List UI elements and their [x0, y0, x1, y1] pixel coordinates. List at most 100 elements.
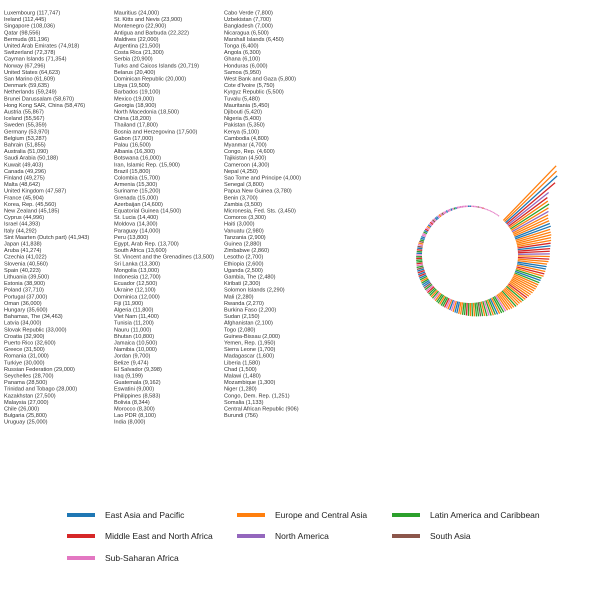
bar-austria	[515, 228, 551, 241]
bar-viet-nam	[418, 271, 426, 276]
bar-north-macedonia	[458, 302, 462, 314]
bar-label: Lithuania (39,500)	[4, 275, 49, 281]
bar-belize	[416, 260, 423, 263]
bar-united-arab-emirates	[508, 197, 548, 227]
bar-palau	[449, 299, 454, 311]
bar-estonia	[510, 279, 533, 294]
bar-label: Kiribati (2,300)	[224, 281, 261, 287]
bar-jamaica	[416, 265, 424, 269]
bar-haiti	[453, 207, 456, 210]
bar-label: Bosnia and Herzegovina (17,500)	[114, 129, 197, 135]
bar-label: New Zealand (45,185)	[4, 209, 59, 215]
bar-label: Denmark (59,635)	[4, 83, 49, 89]
bar-label: Benin (3,700)	[224, 195, 258, 201]
bar-tajikistan	[438, 214, 442, 218]
bar-label: Mozambique (1,300)	[224, 380, 275, 386]
bar-bermuda	[507, 192, 550, 226]
bar-myanmar	[435, 216, 439, 220]
bar-vanuatu	[455, 206, 457, 210]
bar-label: Panama (28,500)	[4, 380, 47, 386]
bar-label: Iceland (55,567)	[4, 116, 45, 122]
bar-label: Serbia (20,900)	[114, 57, 153, 63]
bar-label: United Kingdom (47,587)	[4, 189, 66, 195]
bar-label: Liberia (1,580)	[224, 360, 260, 366]
bar-label: Ethiopia (2,600)	[224, 261, 264, 267]
bar-label: Bahrain (51,855)	[4, 143, 46, 149]
bar-finland	[517, 255, 550, 258]
bar-label: Guinea-Bissau (2,000)	[224, 334, 280, 340]
bar-equatorial-guinea	[433, 291, 441, 300]
bar-label: Burundi (756)	[224, 413, 258, 419]
bar-tunisia	[417, 269, 425, 274]
bar-label: Namibia (10,000)	[114, 347, 157, 353]
bar-label: Guatemala (9,162)	[114, 380, 161, 386]
bar-label: Lao PDR (8,100)	[114, 413, 156, 419]
bar-label: Maldives (22,000)	[114, 37, 159, 43]
bar-label: Estonia (38,900)	[4, 281, 45, 287]
bar-label: Bhutan (10,800)	[114, 334, 154, 340]
bar-label: Bulgaria (25,800)	[4, 413, 47, 419]
bar-france	[517, 259, 548, 265]
bar-label: Luxembourg (117,747)	[4, 11, 60, 17]
bar-czechia	[513, 273, 539, 286]
bar-label: Bahamas, The (34,463)	[4, 314, 63, 320]
bar-label: Malaysia (27,000)	[4, 400, 49, 406]
bar-south-africa	[425, 285, 434, 292]
bar-norway	[510, 207, 549, 231]
bar-poland	[509, 280, 531, 296]
bar-label: Equatorial Guinea (14,500)	[114, 209, 181, 215]
bar-label: Japan (41,838)	[4, 242, 42, 248]
bar-label: Yemen, Rep. (1,950)	[224, 341, 276, 347]
bar-papua-new-guinea	[445, 210, 449, 213]
bar-label: Philippines (8,583)	[114, 393, 160, 399]
bar-label: Sao Tome and Principe (4,000)	[224, 176, 301, 182]
bar-label: Chile (26,000)	[4, 407, 39, 413]
bar-barbados	[463, 302, 467, 316]
bar-cyprus	[516, 264, 546, 273]
bar-label: Austria (55,867)	[4, 110, 44, 116]
bar-korea-rep-	[517, 261, 547, 268]
bar-brazil	[442, 297, 449, 307]
bar-el-salvador	[416, 259, 423, 262]
bar-label: Czechia (41,022)	[4, 255, 47, 261]
bar-label: Greece (31,500)	[4, 347, 45, 353]
bar-nepal	[441, 212, 445, 216]
bar-chile	[488, 298, 496, 315]
bar-label: Montenegro (22,900)	[114, 24, 166, 30]
bar-label: Kenya (5,100)	[224, 129, 259, 135]
bar-label: Portugal (37,000)	[4, 294, 47, 300]
bar-label: Tunisia (11,200)	[114, 321, 154, 327]
bar-label: Ireland (112,445)	[4, 17, 46, 23]
bar-djibouti	[429, 221, 434, 225]
bar-egypt-arab-rep-	[426, 286, 435, 294]
bar-ireland	[504, 170, 558, 223]
bar-label: Palau (16,500)	[114, 143, 151, 149]
bar-latvia	[504, 286, 523, 303]
bar-label: Turkiye (30,000)	[4, 360, 45, 366]
bar-label: Poland (37,710)	[4, 288, 44, 294]
bar-label: Djibouti (5,420)	[224, 110, 262, 116]
bar-label: Nigeria (5,400)	[224, 116, 261, 122]
bar-bangladesh	[419, 240, 424, 244]
bar-label: Albania (16,300)	[114, 149, 155, 155]
bar-nigeria	[430, 220, 435, 224]
bar-slovak-republic	[503, 288, 520, 304]
bar-label: Marshall Islands (6,450)	[224, 37, 284, 43]
bar-united-states	[511, 210, 549, 233]
bar-label: Tajikistan (4,500)	[224, 156, 266, 162]
bar-cameroon	[440, 213, 443, 217]
bar-moldova	[430, 289, 438, 298]
bar-label: West Bank and Gaza (5,800)	[224, 77, 296, 83]
bars-group	[416, 165, 558, 317]
bar-singapore	[505, 175, 558, 224]
bar-grenada	[436, 293, 443, 303]
bar-georgia	[459, 302, 464, 315]
bar-peru	[428, 287, 436, 295]
bar-albania	[447, 299, 453, 310]
bar-qatar	[506, 182, 556, 225]
bar-label: Australia (51,090)	[4, 149, 48, 155]
bar-luxembourg	[502, 165, 557, 221]
bar-label: Azerbaijan (14,600)	[114, 202, 163, 208]
bar-label: Tanzania (2,900)	[224, 235, 266, 241]
bar-paraguay	[429, 288, 437, 296]
